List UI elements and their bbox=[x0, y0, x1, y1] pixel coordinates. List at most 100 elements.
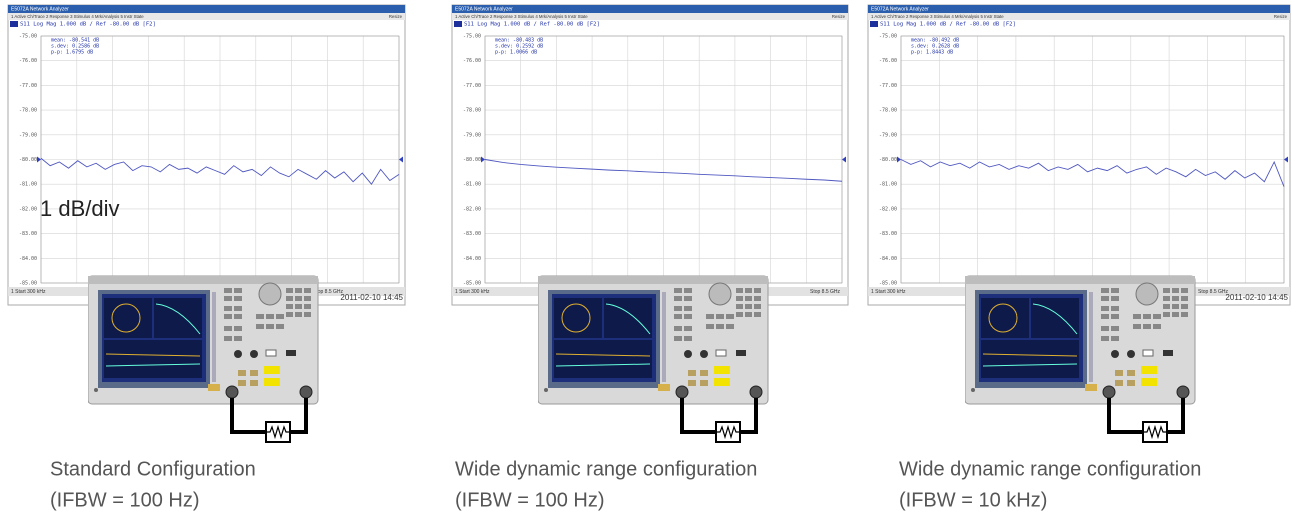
y-tick-label: -81.00 bbox=[463, 182, 481, 188]
trace-tag bbox=[870, 21, 878, 27]
y-tick-label: -81.00 bbox=[879, 182, 897, 188]
stat-text: s.dev: 0.2586 dB bbox=[51, 44, 99, 50]
caption-line: Wide dynamic range configuration bbox=[899, 458, 1201, 480]
trace-label: S11 Log Mag 1.000 dB / Ref -80.00 dB [F2… bbox=[20, 22, 156, 28]
start-label: 1 Start 300 kHz bbox=[871, 289, 906, 295]
trace-line bbox=[900, 159, 1285, 187]
start-label: 1 Start 300 kHz bbox=[11, 289, 46, 295]
menu-text: 1 Active Ch/Trace 2 Response 3 Stimulus … bbox=[871, 14, 1004, 19]
start-label: 1 Start 300 kHz bbox=[455, 289, 490, 295]
y-tick-label: -84.00 bbox=[19, 256, 37, 262]
trace-label: S11 Log Mag 1.000 dB / Ref -80.00 dB [F2… bbox=[880, 22, 1016, 28]
ref-marker bbox=[37, 156, 41, 163]
title-bar bbox=[452, 5, 848, 13]
caption-line: (IFBW = 10 kHz) bbox=[899, 489, 1047, 511]
stat-text: mean: -80.483 dB bbox=[495, 38, 543, 44]
ref-marker bbox=[481, 156, 485, 163]
y-tick-label: -76.00 bbox=[879, 58, 897, 64]
y-tick-label: -85.00 bbox=[463, 281, 481, 287]
stat-text: p-p: 1.8443 dB bbox=[911, 50, 953, 56]
menu-text: 1 Active Ch/Trace 2 Response 3 Stimulus … bbox=[455, 14, 588, 19]
menu-bar bbox=[8, 13, 405, 20]
caption-line: Standard Configuration bbox=[50, 458, 256, 480]
caption-line: (IFBW = 100 Hz) bbox=[455, 489, 604, 511]
ref-marker bbox=[1284, 156, 1288, 163]
y-tick-label: -85.00 bbox=[19, 281, 37, 287]
title-bar bbox=[868, 5, 1290, 13]
instrument-photo bbox=[965, 276, 1195, 442]
stat-text: p-p: 1.0066 dB bbox=[495, 50, 537, 56]
y-tick-label: -76.00 bbox=[19, 58, 37, 64]
y-tick-label: -75.00 bbox=[463, 34, 481, 40]
stop-label: Stop 8.5 GHz bbox=[1198, 289, 1229, 295]
y-tick-label: -83.00 bbox=[879, 231, 897, 237]
y-tick-label: -78.00 bbox=[879, 108, 897, 114]
stat-text: mean: -80.541 dB bbox=[51, 38, 99, 44]
resize-text: Resize bbox=[1274, 14, 1288, 19]
y-tick-label: -78.00 bbox=[19, 108, 37, 114]
stat-text: s.dev: 0.2592 dB bbox=[495, 44, 543, 50]
trace-line bbox=[40, 157, 400, 185]
ref-marker bbox=[399, 156, 403, 163]
screen-bg bbox=[867, 4, 1291, 306]
stop-label: Stop 8.5 GHz bbox=[313, 289, 344, 295]
y-tick-label: -83.00 bbox=[463, 231, 481, 237]
ref-marker bbox=[897, 156, 901, 163]
screen-bg bbox=[451, 4, 849, 306]
instrument-photo bbox=[88, 276, 318, 442]
ref-marker bbox=[842, 156, 846, 163]
y-tick-label: -84.00 bbox=[879, 256, 897, 262]
trace-tag bbox=[10, 21, 18, 27]
y-tick-label: -81.00 bbox=[19, 182, 37, 188]
resize-text: Resize bbox=[832, 14, 846, 19]
stat-text: mean: -80.492 dB bbox=[911, 38, 959, 44]
y-tick-label: -84.00 bbox=[463, 256, 481, 262]
datetime: 2011-02-10 14:45 bbox=[340, 293, 403, 302]
y-tick-label: -82.00 bbox=[19, 206, 37, 212]
trace-tag bbox=[454, 21, 462, 27]
menu-text: 1 Active Ch/Trace 2 Response 3 Stimulus … bbox=[11, 14, 144, 19]
title-bar bbox=[8, 5, 405, 13]
y-tick-label: -85.00 bbox=[879, 281, 897, 287]
y-tick-label: -82.00 bbox=[879, 206, 897, 212]
caption-line: (IFBW = 100 Hz) bbox=[50, 489, 199, 511]
y-tick-label: -79.00 bbox=[879, 132, 897, 138]
datetime: 2011-02-10 14:45 bbox=[1225, 293, 1288, 302]
y-tick-label: -77.00 bbox=[463, 83, 481, 89]
screen-bg bbox=[7, 4, 406, 306]
window-title: E5072A Network Analyzer bbox=[455, 7, 513, 13]
y-tick-label: -80.00 bbox=[463, 157, 481, 163]
y-tick-label: -79.00 bbox=[463, 132, 481, 138]
y-tick-label: -83.00 bbox=[19, 231, 37, 237]
instrument-photo bbox=[538, 276, 768, 442]
caption-line: Wide dynamic range configuration bbox=[455, 458, 757, 480]
menu-bar bbox=[452, 13, 848, 20]
scale-annotation: 1 dB/div bbox=[40, 196, 120, 221]
y-tick-label: -79.00 bbox=[19, 132, 37, 138]
window-title: E5072A Network Analyzer bbox=[11, 7, 69, 13]
resize-text: Resize bbox=[389, 14, 403, 19]
y-tick-label: -82.00 bbox=[463, 206, 481, 212]
stat-text: s.dev: 0.2628 dB bbox=[911, 44, 959, 50]
y-tick-label: -80.00 bbox=[879, 157, 897, 163]
window-title: E5072A Network Analyzer bbox=[871, 7, 929, 13]
stat-text: p-p: 1.6795 dB bbox=[51, 50, 93, 56]
y-tick-label: -78.00 bbox=[463, 108, 481, 114]
y-tick-label: -75.00 bbox=[19, 34, 37, 40]
stop-label: Stop 8.5 GHz bbox=[810, 289, 841, 295]
y-tick-label: -77.00 bbox=[879, 83, 897, 89]
captions: Standard Configuration (IFBW = 100 Hz) Wid… bbox=[50, 458, 1201, 511]
y-tick-label: -76.00 bbox=[463, 58, 481, 64]
y-tick-label: -80.00 bbox=[19, 157, 37, 163]
menu-bar bbox=[868, 13, 1290, 20]
trace-label: S11 Log Mag 1.000 dB / Ref -80.00 dB [F2… bbox=[464, 22, 600, 28]
y-tick-label: -77.00 bbox=[19, 83, 37, 89]
trace-line bbox=[484, 159, 843, 182]
y-tick-label: -75.00 bbox=[879, 34, 897, 40]
